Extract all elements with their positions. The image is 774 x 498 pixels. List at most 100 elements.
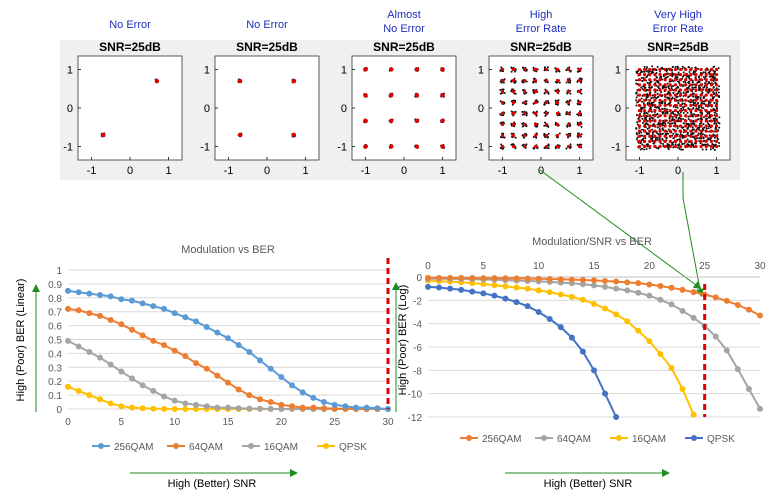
constellation-noise-dot [577,70,580,73]
constellation-noise-dot [640,86,643,89]
constellation-noise-dot [642,106,645,109]
constellation-point [291,78,297,84]
data-point [491,282,498,289]
constellation-point [637,78,642,82]
constellation-noise-dot [666,143,669,146]
constellation-noise-dot [544,121,547,124]
constellation-point [637,83,642,87]
constellation-point [709,119,713,123]
constellation-point [414,92,420,98]
y-tick-label: 0.7 [48,308,62,319]
constellation-noise-dot [665,86,668,89]
data-point [278,406,285,412]
constellation-noise-dot [700,117,703,120]
constellation-noise-dot [697,67,700,70]
constellation-point [658,67,662,72]
constellation-point [500,111,505,116]
constellation-point [684,129,688,133]
constellation-noise-dot [676,127,679,130]
constellation-noise-dot [704,143,707,146]
constellation-noise-dot [636,121,639,124]
log-chart-x-ticks: 0 5 10 15 20 25 30 [425,261,766,272]
data-point [513,284,520,291]
constellation-noise-dot [672,91,675,94]
constellation-noise-dot [500,143,503,146]
data-point [161,305,167,312]
linear-chart-series [65,287,391,412]
constellation-point [689,139,693,143]
constellation-noise-dot [718,85,721,88]
constellation-noise-dot [692,107,695,110]
constellation-noise-dot [717,91,720,94]
constellation-noise-dot [661,132,664,135]
constellation-noise-dot [689,101,692,104]
linear-chart-xlabel: High (Better) SNR [168,478,257,490]
constellation-noise-dot [693,86,696,89]
data-point [107,400,114,407]
x-tick-label: 15 [588,261,600,272]
constellation-noise-dot [656,126,659,129]
constellation-point [577,111,582,116]
constellation-noise-dot [697,75,700,78]
constellation-noise-dot [700,106,703,109]
constellation-point [637,124,642,128]
data-point [524,275,531,282]
constellation-noise-dot [679,117,682,120]
constellation-noise-dot [576,121,579,124]
constellation-noise-dot [674,143,677,146]
constellation-point [668,88,672,92]
data-point [668,365,675,371]
constellation-noise-dot [638,132,641,135]
x-tick-label: 10 [533,261,545,272]
constellation-noise-dot [698,128,701,131]
data-point [458,286,465,293]
constellation-noise-dot [666,130,669,133]
constellation-point [684,78,688,82]
constellation-noise-dot [500,81,503,84]
data-point [502,283,509,290]
constellation-point [673,103,678,108]
data-point [203,403,210,410]
constellation-noise-dot [671,96,674,99]
data-point [97,312,103,319]
constellation-noise-dot [672,73,675,76]
constellation-point [440,67,445,72]
constellation-point [678,144,683,149]
constellation-point [577,78,582,83]
constellation-noise-dot [499,92,502,95]
constellation-noise-dot [644,86,647,89]
constellation-point [668,124,672,128]
data-point [203,323,210,330]
constellation-noise-dot [580,78,583,81]
legend-swatch-dot [466,435,472,441]
data-point [557,324,564,331]
constellation-point [714,103,719,108]
constellation-noise-dot [665,76,668,79]
constellation-noise-dot [690,133,693,136]
panel-y-tick-label: -1 [611,142,621,154]
constellation-noise-dot [569,70,572,73]
constellation-noise-dot [651,94,654,97]
constellation-noise-dot [718,144,721,147]
constellation-point [704,114,708,118]
constellation-point [643,119,647,123]
data-point [171,406,178,412]
constellation-point [533,122,538,127]
y-tick-label: -12 [408,413,423,424]
constellation-noise-dot [714,127,717,130]
data-point [321,399,327,406]
data-point [679,386,686,392]
constellation-noise-dot [558,132,561,135]
constellation-noise-dot [666,68,669,71]
constellation-noise-dot [672,88,675,91]
linear-chart-title: Modulation vs BER [181,244,275,256]
constellation-noise-dot [688,71,691,74]
constellation-noise-dot [661,107,664,110]
constellation-point [678,67,683,72]
constellation-point [663,134,667,138]
constellation-noise-dot [713,119,716,122]
constellation-noise-dot [648,117,651,120]
data-point [579,277,586,284]
constellation-noise-dot [677,102,680,105]
constellation-point [684,139,688,143]
